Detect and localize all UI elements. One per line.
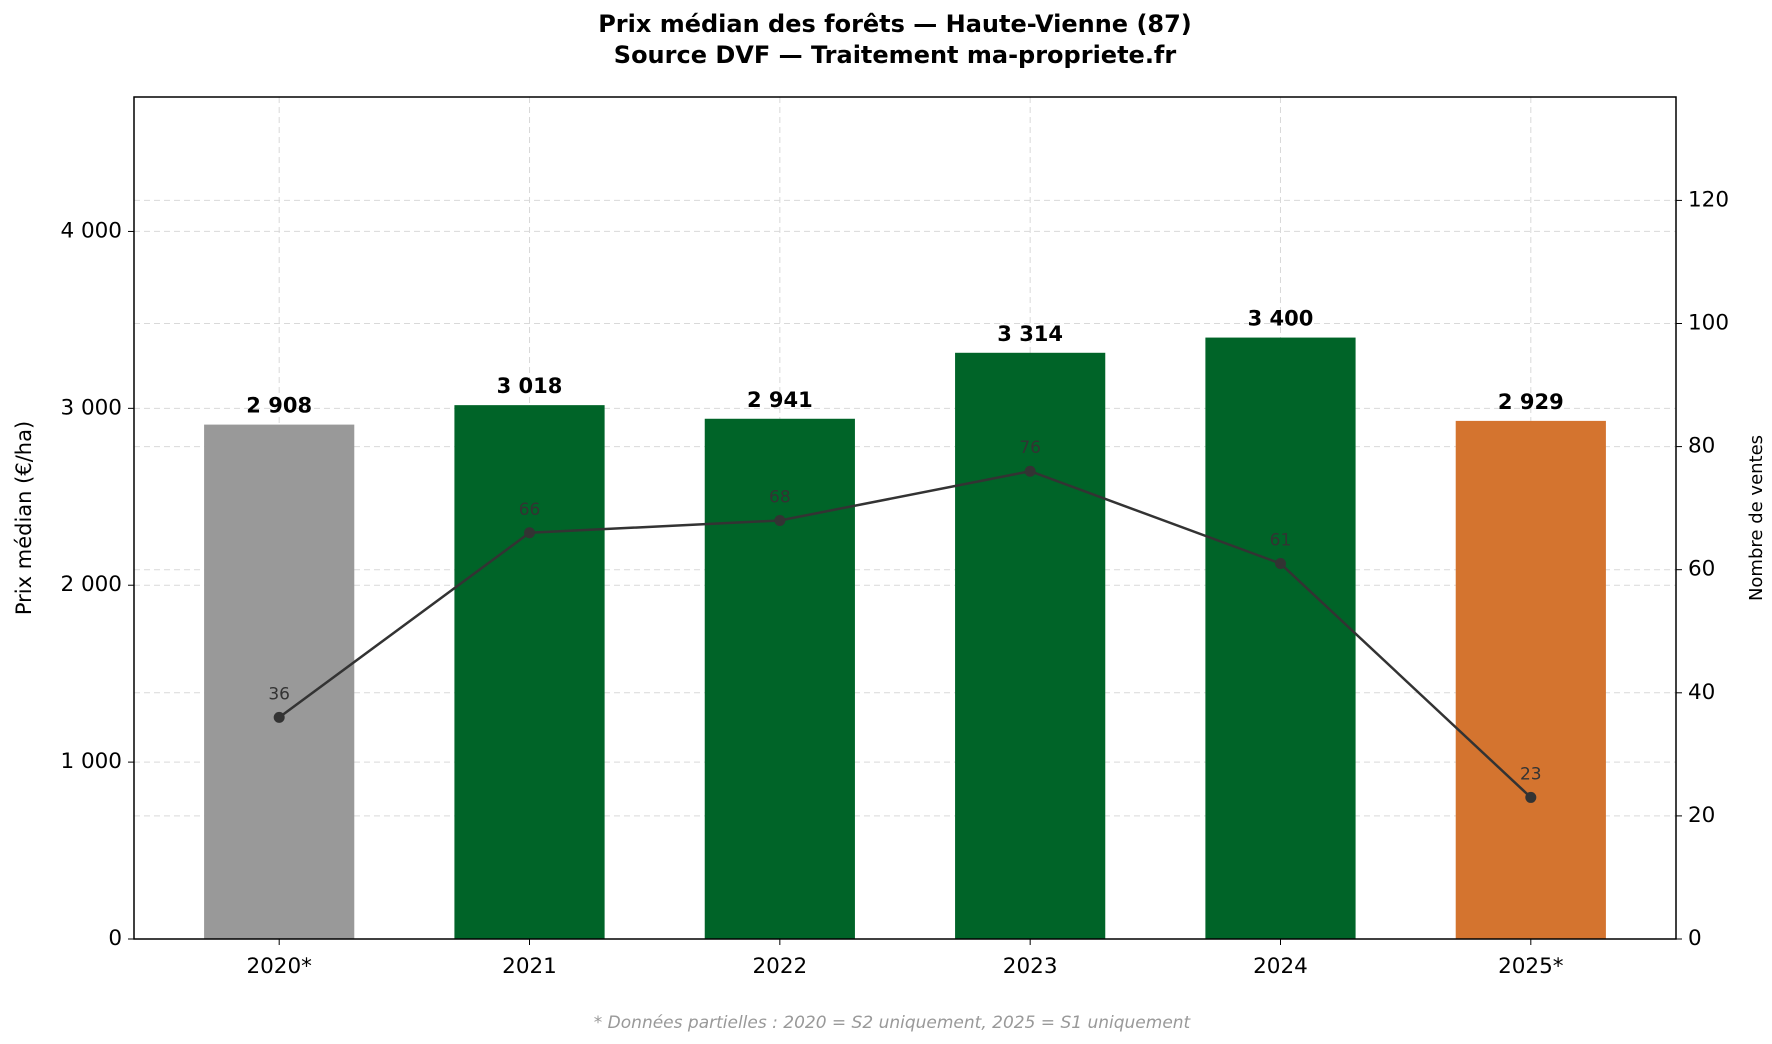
plot-frame (133, 96, 1677, 940)
line-point (524, 527, 536, 539)
bar-value-label: 3 400 (1248, 307, 1314, 331)
y2-tick-label: 100 (1688, 311, 1729, 336)
footnote: * Données partielles : 2020 = S2 uniquem… (594, 1013, 1192, 1033)
y-tick-label: 1 000 (60, 749, 122, 774)
y2-tick-label: 80 (1688, 434, 1715, 459)
line-point (774, 514, 786, 526)
y2-tick-label: 60 (1688, 557, 1715, 582)
line-point (1274, 558, 1286, 570)
y2-tick-label: 20 (1688, 803, 1715, 828)
point-value-label: 23 (1520, 764, 1542, 784)
bar (704, 418, 855, 939)
bar-value-label: 2 929 (1498, 390, 1564, 414)
point-value-label: 36 (268, 684, 290, 704)
bar-value-label: 3 018 (497, 374, 563, 398)
point-value-label: 61 (1270, 531, 1292, 551)
y2-tick-label: 120 (1688, 187, 1729, 212)
y2-axis-label: Nombre de ventes (1746, 435, 1767, 601)
bar (204, 424, 355, 939)
line-point (1024, 465, 1036, 477)
bar (1205, 337, 1356, 940)
x-tick-label: 2023 (1003, 954, 1058, 979)
chart-title: Prix médian des forêts — Haute-Vienne (8… (598, 10, 1192, 38)
point-value-label: 76 (1019, 438, 1041, 458)
bar-value-label: 2 908 (246, 394, 312, 418)
x-tick-label: 2024 (1253, 954, 1308, 979)
bar-value-label: 3 314 (997, 322, 1063, 346)
bar (955, 352, 1106, 939)
y-tick-label: 4 000 (60, 218, 122, 243)
chart-subtitle: Source DVF — Traitement ma-propriete.fr (614, 41, 1177, 69)
line (278, 469, 1532, 799)
y-tick-label: 2 000 (60, 572, 122, 597)
point-value-label: 66 (519, 500, 541, 520)
bar (1455, 420, 1606, 939)
bar (454, 405, 605, 940)
x-tick-label: 2022 (752, 954, 807, 979)
y2-tick-label: 0 (1688, 926, 1702, 951)
y2-tick-label: 40 (1688, 680, 1715, 705)
labels: 0 1 000 2 000 3 000 4 000 0 20 40 60 80 100 120 2020… (60, 187, 1729, 979)
y-tick-label: 3 000 (60, 395, 122, 420)
point-value-label: 68 (769, 487, 791, 507)
x-tick-label: 2020* (246, 954, 312, 979)
marks (204, 337, 1606, 940)
x-tick-label: 2025* (1498, 954, 1564, 979)
line-point (1525, 791, 1537, 803)
y-tick-label: 0 (108, 926, 122, 951)
line-point (273, 711, 285, 723)
grid (134, 97, 1676, 940)
bar-value-label: 2 941 (747, 388, 813, 412)
y-axis-label: Prix médian (€/ha) (12, 421, 36, 615)
x-tick-label: 2021 (502, 954, 557, 979)
